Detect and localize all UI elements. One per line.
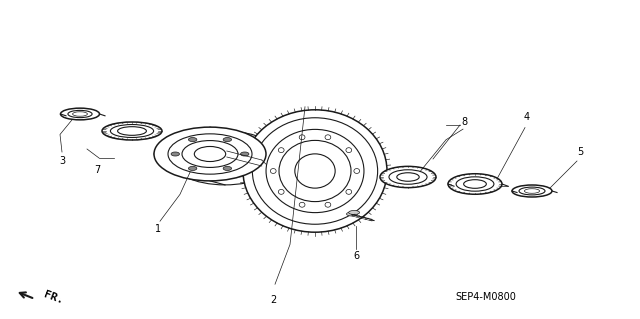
Ellipse shape — [68, 110, 92, 118]
Ellipse shape — [524, 189, 540, 193]
Text: SEP4-M0800: SEP4-M0800 — [455, 292, 516, 302]
Ellipse shape — [188, 137, 197, 142]
Ellipse shape — [182, 141, 238, 167]
Ellipse shape — [223, 167, 232, 170]
Ellipse shape — [243, 110, 387, 232]
Ellipse shape — [270, 168, 276, 174]
Ellipse shape — [266, 130, 364, 213]
Ellipse shape — [168, 134, 252, 174]
Ellipse shape — [241, 152, 249, 156]
Ellipse shape — [295, 154, 335, 188]
Text: 3: 3 — [59, 156, 65, 166]
Ellipse shape — [102, 122, 162, 140]
Ellipse shape — [463, 180, 486, 188]
Ellipse shape — [346, 212, 358, 216]
Ellipse shape — [188, 167, 197, 170]
Ellipse shape — [456, 177, 494, 191]
Text: 1: 1 — [155, 224, 161, 234]
Text: 6: 6 — [353, 251, 359, 261]
Ellipse shape — [171, 152, 179, 156]
Ellipse shape — [118, 127, 147, 135]
Ellipse shape — [300, 135, 305, 140]
Ellipse shape — [154, 127, 266, 181]
Ellipse shape — [346, 189, 351, 194]
Ellipse shape — [519, 187, 545, 195]
Ellipse shape — [279, 140, 351, 202]
Ellipse shape — [346, 148, 351, 152]
Ellipse shape — [448, 174, 502, 194]
Text: FR.: FR. — [42, 290, 65, 306]
Ellipse shape — [349, 211, 360, 214]
Text: 5: 5 — [577, 147, 583, 157]
Ellipse shape — [380, 167, 436, 188]
Ellipse shape — [325, 135, 331, 140]
Ellipse shape — [195, 146, 226, 161]
Text: 2: 2 — [270, 294, 276, 305]
Text: 8: 8 — [461, 117, 467, 127]
Ellipse shape — [278, 189, 284, 194]
Ellipse shape — [223, 137, 232, 142]
Ellipse shape — [354, 168, 360, 174]
Ellipse shape — [169, 131, 281, 185]
Ellipse shape — [72, 112, 88, 116]
Text: 7: 7 — [94, 165, 100, 175]
Ellipse shape — [278, 148, 284, 152]
Ellipse shape — [300, 202, 305, 207]
Ellipse shape — [512, 185, 552, 197]
Ellipse shape — [61, 108, 99, 120]
Ellipse shape — [252, 118, 378, 224]
Ellipse shape — [397, 173, 419, 181]
Ellipse shape — [111, 124, 154, 137]
Text: 4: 4 — [524, 112, 530, 122]
Ellipse shape — [389, 170, 427, 184]
Ellipse shape — [325, 202, 331, 207]
